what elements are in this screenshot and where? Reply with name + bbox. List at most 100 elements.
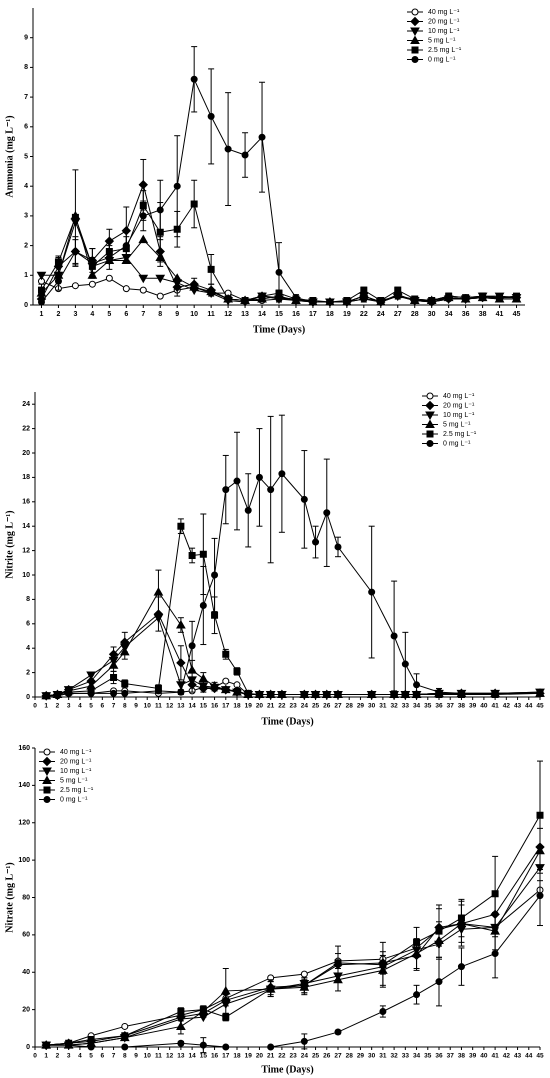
marker [394, 286, 402, 294]
x-tick-label: 38 [458, 1053, 466, 1060]
x-tick-label: 18 [233, 703, 241, 710]
series-line [46, 846, 541, 1046]
marker [220, 684, 231, 694]
y-tick-label: 9 [24, 35, 28, 42]
x-tick-label: 4 [78, 703, 82, 710]
x-tick-label: 39 [469, 703, 477, 710]
marker [121, 1032, 129, 1040]
x-tick-label: 2 [56, 1053, 60, 1060]
legend-label: 0 mg L⁻¹ [443, 440, 471, 447]
x-tick-label: 26 [323, 703, 331, 710]
x-tick-label: 8 [158, 311, 162, 318]
x-tick-label: 30 [428, 311, 436, 318]
marker [176, 1021, 186, 1030]
x-tick-label: 16 [211, 703, 219, 710]
y-tick-label: 2 [26, 669, 30, 676]
marker [121, 680, 129, 688]
marker [300, 1037, 308, 1045]
marker [255, 691, 263, 699]
marker [496, 294, 504, 302]
marker [153, 614, 164, 623]
marker [267, 1043, 275, 1051]
legend-label: 10 mg L⁻¹ [60, 768, 92, 775]
marker [198, 673, 209, 683]
marker [87, 1043, 95, 1051]
y-tick-label: 16 [22, 499, 30, 506]
legend-label: 20 mg L⁻¹ [428, 18, 460, 25]
x-tick-label: 25 [312, 703, 320, 710]
legend-marker [43, 748, 51, 756]
y-tick-label: 22 [22, 425, 30, 432]
x-tick-label: 19 [245, 1053, 253, 1060]
x-tick-label: 17 [222, 1053, 230, 1060]
marker [176, 658, 186, 668]
x-tick-label: 45 [536, 1053, 544, 1060]
marker [390, 691, 398, 699]
marker [326, 298, 334, 306]
marker [413, 938, 421, 946]
legend-marker [42, 775, 52, 784]
x-tick-label: 0 [33, 1053, 37, 1060]
marker [139, 212, 147, 220]
x-tick-label: 7 [112, 703, 116, 710]
x-tick-label: 37 [447, 703, 455, 710]
y-tick-label: 100 [18, 857, 30, 864]
x-tick-label: 44 [525, 703, 533, 710]
legend-label: 2.5 mg L⁻¹ [443, 431, 477, 438]
series-line [46, 867, 541, 1046]
x-tick-label: 45 [513, 311, 521, 318]
marker [267, 985, 275, 993]
marker [42, 1041, 50, 1049]
x-tick-label: 20 [256, 1053, 264, 1060]
x-tick-label: 13 [177, 1053, 185, 1060]
legend-marker [43, 786, 51, 794]
marker [233, 667, 241, 675]
legend-label: 2.5 mg L⁻¹ [428, 47, 462, 54]
x-tick-label: 35 [424, 1053, 432, 1060]
x-tick-label: 17 [309, 311, 317, 318]
x-tick-label: 6 [124, 311, 128, 318]
legend-label: 40 mg L⁻¹ [443, 393, 475, 400]
marker [457, 914, 465, 922]
marker [88, 259, 96, 267]
legend-marker [411, 46, 419, 54]
marker [105, 253, 113, 261]
x-tick-label: 30 [368, 703, 376, 710]
marker [222, 486, 230, 494]
x-tick-label: 2 [56, 311, 60, 318]
legend-label: 5 mg L⁻¹ [60, 777, 88, 784]
marker [37, 298, 45, 306]
x-tick-label: 23 [289, 1053, 297, 1060]
marker [334, 1028, 342, 1036]
x-tick-label: 1 [44, 703, 48, 710]
marker [86, 671, 96, 681]
x-tick-label: 2 [56, 703, 60, 710]
marker [267, 486, 275, 494]
x-tick-label: 12 [166, 703, 174, 710]
marker [177, 1007, 185, 1015]
marker [536, 688, 544, 696]
marker [428, 297, 436, 305]
marker [445, 292, 453, 300]
legend-marker [425, 419, 435, 428]
legend-label: 40 mg L⁻¹ [60, 749, 92, 756]
y-tick-label: 4 [24, 183, 28, 190]
y-tick-label: 8 [24, 64, 28, 71]
x-tick-label: 35 [424, 703, 432, 710]
marker [189, 282, 200, 291]
series-line [46, 889, 541, 1046]
x-tick-label: 13 [177, 703, 185, 710]
x-tick-label: 43 [514, 703, 522, 710]
x-tick-label: 3 [67, 1053, 71, 1060]
marker [207, 112, 215, 120]
x-tick-label: 14 [188, 1053, 196, 1060]
legend-label: 2.5 mg L⁻¹ [60, 787, 94, 794]
x-tick-label: 28 [346, 1053, 354, 1060]
marker [211, 611, 219, 619]
x-tick-label: 11 [155, 1053, 162, 1060]
x-tick-label: 41 [496, 311, 504, 318]
legend-marker [426, 430, 434, 438]
x-tick-label: 12 [224, 311, 232, 318]
x-tick-label: 7 [141, 311, 145, 318]
marker [122, 242, 130, 250]
